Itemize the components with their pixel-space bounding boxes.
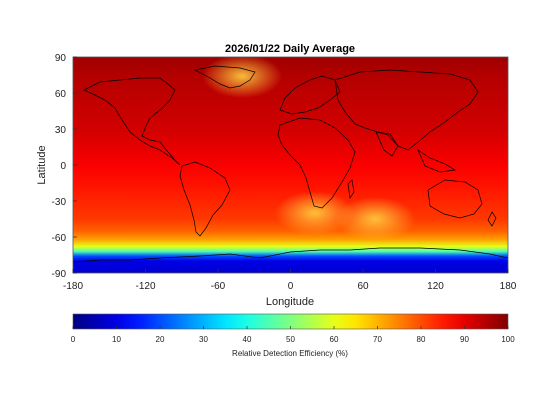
colorbar-tick-label: 40 (243, 335, 252, 344)
x-tick-label: -60 (211, 281, 226, 292)
coast-antarctica (73, 247, 508, 263)
coast-greenland (193, 65, 256, 89)
y-tick-label: 30 (55, 125, 67, 136)
coast-asia (334, 69, 479, 151)
hotspot-mark (274, 191, 355, 235)
y-tick-label: -30 (52, 197, 67, 208)
y-ticks: 90 60 30 0 -30 -60 -90 (52, 53, 77, 280)
y-tick-label: 0 (60, 161, 66, 172)
coast-south-america (179, 161, 231, 237)
x-tick-label: -180 (63, 281, 83, 292)
coast-new-zealand (487, 211, 497, 227)
x-tick-label: 120 (427, 281, 444, 292)
x-tick-label: 180 (500, 281, 517, 292)
colorbar-ticks: 0 10 20 30 40 50 60 70 80 90 100 (71, 326, 515, 344)
colorbar-label: Relative Detection Efficiency (%) (232, 349, 348, 358)
coast-madagascar (347, 179, 355, 199)
y-axis-label: Latitude (36, 145, 48, 184)
x-tick-label: -120 (135, 281, 155, 292)
coastlines (73, 65, 508, 263)
colorbar-tick-label: 30 (199, 335, 208, 344)
coast-india (375, 131, 399, 157)
hotspot-mark (335, 197, 416, 241)
chart-title: 2026/01/22 Daily Average (225, 43, 355, 55)
colorbar-tick-label: 90 (460, 335, 469, 344)
hotspot-layer (202, 57, 416, 241)
coast-africa (277, 117, 356, 209)
heatmap-area (73, 57, 508, 273)
coast-europe (279, 75, 341, 115)
x-tick-label: 60 (357, 281, 369, 292)
y-tick-label: 90 (55, 53, 67, 64)
colorbar-tick-label: 70 (373, 335, 382, 344)
coast-australia (427, 179, 483, 219)
colorbar-tick-label: 50 (286, 335, 295, 344)
x-axis-label: Longitude (266, 296, 314, 308)
colorbar-tick-label: 20 (156, 335, 165, 344)
colorbar-tick-label: 10 (112, 335, 121, 344)
colorbar-tick-label: 80 (417, 335, 426, 344)
y-tick-label: -60 (52, 233, 67, 244)
coast-southeast-asia (417, 149, 457, 173)
y-tick-label: 60 (55, 89, 67, 100)
y-tick-label: -90 (52, 269, 67, 280)
x-ticks: -180 -120 -60 0 60 120 180 (63, 269, 517, 292)
colorbar-tick-label: 0 (71, 335, 76, 344)
colorbar-tick-label: 100 (501, 335, 515, 344)
colorbar-tick-label: 60 (330, 335, 339, 344)
x-tick-label: 0 (288, 281, 294, 292)
coast-north-america (83, 77, 181, 166)
hotspot-mark (202, 57, 283, 99)
heatmap-field (73, 57, 508, 273)
